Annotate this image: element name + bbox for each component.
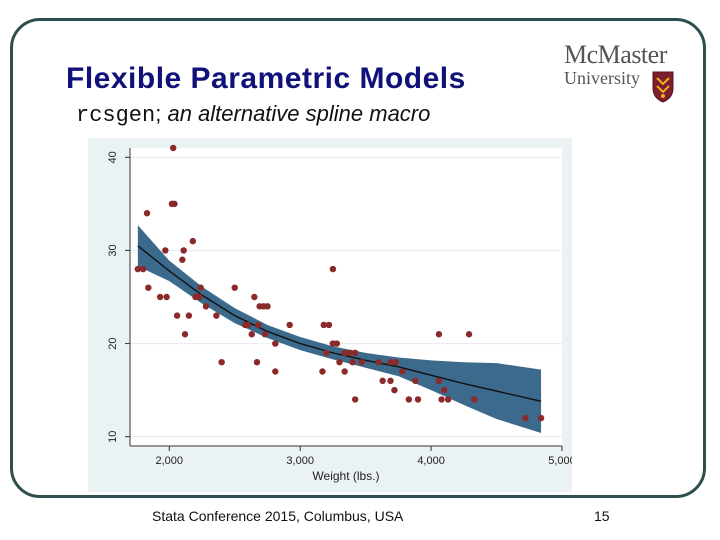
data-point — [255, 321, 262, 329]
subtitle-description: an alternative spline macro — [161, 101, 431, 126]
data-point — [346, 349, 354, 357]
data-point — [163, 293, 170, 301]
data-point — [341, 349, 348, 357]
grid-lines — [130, 156, 562, 438]
data-point — [537, 414, 545, 422]
data-point — [379, 377, 386, 385]
data-point — [156, 293, 164, 301]
data-point — [341, 368, 348, 375]
data-point — [387, 358, 394, 366]
x-axis-label: Weight (lbs.) — [312, 469, 379, 483]
axes: 10 20 30 40 2,000 3,000 4,000 5,000 — [107, 148, 572, 467]
data-point — [218, 358, 225, 366]
y-tick-label: 30 — [107, 244, 119, 256]
data-point — [414, 396, 422, 403]
data-point — [179, 256, 186, 263]
data-point — [320, 321, 327, 329]
data-point — [349, 358, 356, 366]
data-point — [435, 331, 443, 338]
slide-frame — [10, 18, 706, 498]
data-point — [180, 247, 187, 254]
data-point — [143, 209, 151, 217]
logo-university: University — [564, 68, 640, 88]
data-point — [244, 321, 252, 329]
footer-conference: Stata Conference 2015, Columbus, USA — [152, 508, 404, 524]
data-point — [323, 349, 330, 357]
x-tick-label: 5,000 — [548, 455, 572, 467]
data-point — [444, 396, 452, 403]
data-point — [213, 312, 220, 319]
data-point — [329, 265, 337, 273]
data-point — [471, 396, 478, 403]
slide-title: Flexible Parametric Models — [66, 62, 466, 95]
data-point — [325, 321, 333, 329]
data-point — [387, 377, 394, 385]
data-point — [181, 331, 189, 338]
data-point — [189, 237, 197, 245]
y-tick-label: 10 — [107, 431, 119, 443]
data-point — [251, 293, 258, 301]
data-point — [264, 303, 271, 310]
data-point — [134, 265, 142, 273]
university-crest-icon — [652, 71, 674, 103]
fitted-spline-line — [137, 245, 542, 402]
data-point — [197, 284, 204, 291]
data-point — [412, 377, 419, 385]
data-point — [145, 284, 152, 291]
data-point — [440, 386, 448, 394]
subtitle-command: rcsgen — [76, 103, 156, 128]
subtitle-semicolon: ; — [155, 101, 162, 126]
x-tick-label: 2,000 — [156, 455, 184, 467]
y-tick-label: 20 — [107, 337, 119, 349]
data-point — [522, 414, 529, 422]
data-points — [134, 144, 545, 422]
logo-name: McMaster — [564, 40, 667, 69]
data-point — [248, 331, 255, 338]
data-point — [438, 396, 445, 403]
data-point — [162, 247, 169, 254]
university-logo: McMaster University — [564, 40, 684, 110]
page-number: 15 — [594, 508, 610, 524]
data-point — [231, 284, 238, 291]
data-point — [139, 265, 147, 273]
data-point — [286, 321, 293, 329]
data-point — [202, 303, 210, 310]
data-point — [358, 358, 365, 366]
data-point — [391, 386, 398, 394]
x-tick-label: 4,000 — [417, 455, 445, 467]
data-point — [261, 331, 269, 338]
data-point — [173, 312, 181, 319]
data-point — [392, 358, 399, 366]
x-tick-label: 3,000 — [286, 455, 314, 467]
data-point — [319, 368, 326, 375]
data-point — [171, 200, 178, 208]
data-point — [375, 358, 382, 366]
data-point — [435, 377, 443, 385]
y-tick-label: 40 — [107, 151, 119, 163]
slide-subtitle: rcsgen; an alternative spline macro — [76, 101, 430, 128]
data-point — [196, 293, 203, 301]
data-point — [333, 340, 341, 347]
scatter-chart: 10 20 30 40 2,000 3,000 4,000 5,000 Weight (lbs… — [88, 138, 572, 492]
data-point — [253, 358, 261, 366]
data-point — [351, 396, 359, 403]
data-point — [405, 396, 413, 403]
data-point — [185, 312, 193, 319]
data-point — [465, 331, 473, 338]
data-point — [351, 349, 359, 357]
data-point — [272, 340, 279, 347]
data-point — [399, 368, 406, 375]
data-point — [170, 144, 177, 152]
data-point — [336, 358, 343, 366]
data-point — [272, 368, 279, 375]
